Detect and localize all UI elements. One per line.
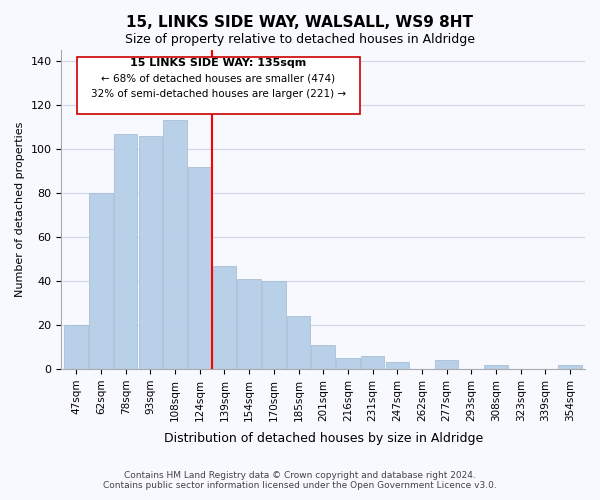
Text: 15 LINKS SIDE WAY: 135sqm: 15 LINKS SIDE WAY: 135sqm — [130, 58, 307, 68]
Bar — [212, 266, 236, 369]
Bar — [64, 325, 88, 369]
X-axis label: Distribution of detached houses by size in Aldridge: Distribution of detached houses by size … — [164, 432, 483, 445]
Y-axis label: Number of detached properties: Number of detached properties — [15, 122, 25, 297]
Bar — [163, 120, 187, 369]
Bar — [238, 279, 261, 369]
Bar — [361, 356, 385, 369]
Text: ← 68% of detached houses are smaller (474): ← 68% of detached houses are smaller (47… — [101, 74, 335, 84]
Text: 15, LINKS SIDE WAY, WALSALL, WS9 8HT: 15, LINKS SIDE WAY, WALSALL, WS9 8HT — [127, 15, 473, 30]
Bar — [435, 360, 458, 369]
Bar — [336, 358, 359, 369]
Bar — [262, 281, 286, 369]
Bar — [386, 362, 409, 369]
Bar — [484, 364, 508, 369]
Bar — [188, 166, 211, 369]
Bar — [559, 364, 582, 369]
FancyBboxPatch shape — [77, 56, 360, 114]
Bar — [89, 193, 113, 369]
Bar — [139, 136, 162, 369]
Bar — [287, 316, 310, 369]
Text: Size of property relative to detached houses in Aldridge: Size of property relative to detached ho… — [125, 32, 475, 46]
Bar — [311, 345, 335, 369]
Text: 32% of semi-detached houses are larger (221) →: 32% of semi-detached houses are larger (… — [91, 89, 346, 99]
Text: Contains HM Land Registry data © Crown copyright and database right 2024.
Contai: Contains HM Land Registry data © Crown c… — [103, 470, 497, 490]
Bar — [114, 134, 137, 369]
